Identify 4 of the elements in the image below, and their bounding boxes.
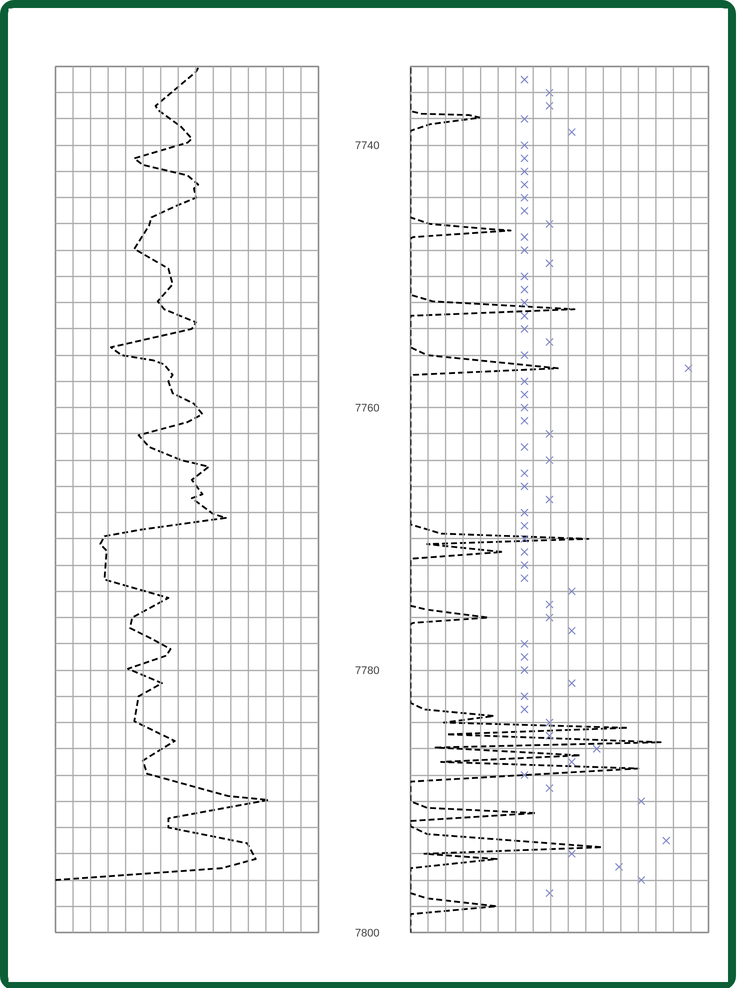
y-tick-label: 7740 <box>355 140 380 152</box>
y-tick-label: 7780 <box>355 665 380 678</box>
y-tick-label: 7760 <box>355 402 380 415</box>
y-tick-label: 7800 <box>355 928 380 940</box>
